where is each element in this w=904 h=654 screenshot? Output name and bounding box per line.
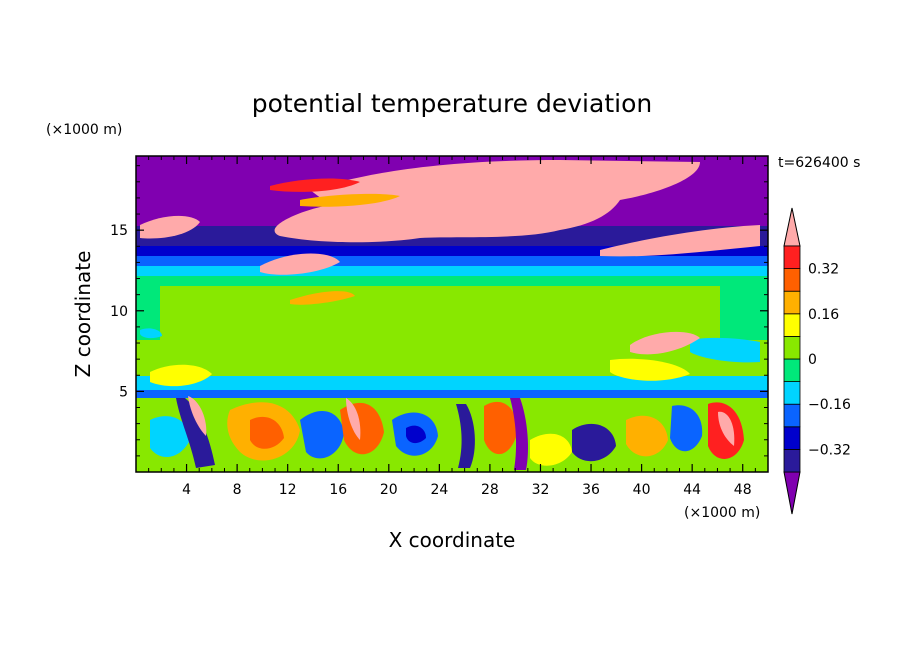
x-tick-label: 44 — [683, 482, 701, 498]
band-lime-upper — [160, 286, 720, 346]
x-tick-label: 48 — [734, 482, 752, 498]
blue-cell-2 — [300, 410, 344, 459]
y-tick-label: 5 — [119, 384, 128, 400]
colorbar-label: 0 — [808, 352, 817, 368]
x-tick-label: 36 — [582, 482, 600, 498]
y-axis: 5 10 15 — [110, 165, 768, 457]
purple-streak-5 — [456, 404, 475, 468]
pink-cell-3 — [346, 398, 361, 440]
band-cyan — [136, 266, 768, 276]
blue-cell-left — [150, 416, 190, 458]
x-tick-label: 40 — [633, 482, 651, 498]
x-axis: 4 8 12 16 20 24 28 32 36 40 44 48 — [148, 156, 756, 498]
upper-orange-edge — [300, 193, 400, 207]
chart-title: potential temperature deviation — [252, 89, 652, 118]
darkblue-cell-8 — [572, 423, 616, 462]
band-cyan-low — [136, 376, 768, 392]
colorbar-swatch — [783, 290, 801, 315]
yellow-cell-7 — [530, 433, 572, 466]
x-tick-label: 16 — [329, 482, 347, 498]
colorbar-swatch — [783, 448, 801, 473]
x-unit-label: (×1000 m) — [684, 505, 760, 521]
band-blue-low — [136, 390, 768, 398]
colorbar-label: −0.16 — [808, 397, 851, 413]
upper-pink-right — [600, 225, 760, 257]
colorbar-swatch — [783, 403, 801, 428]
pink-patch-right — [630, 331, 700, 355]
x-axis-label: X coordinate — [389, 528, 516, 552]
yellow-patch-low-left — [150, 364, 212, 387]
purple-cell-left — [176, 398, 215, 468]
colorbar-swatch — [783, 335, 801, 360]
colorbar-min-triangle — [783, 471, 801, 515]
orange-patch-mid — [290, 291, 355, 305]
x-tick-label: 4 — [182, 482, 191, 498]
colorbar-swatch — [783, 426, 801, 450]
darkblue-cell-4 — [406, 425, 426, 444]
orange-cell-6 — [484, 401, 518, 455]
pink-cell-5km — [188, 396, 207, 436]
colorbar-label: 0.32 — [808, 262, 839, 278]
purple-streak-6 — [510, 398, 528, 470]
upper-pink-region — [274, 160, 700, 243]
x-tick-label: 20 — [380, 482, 398, 498]
x-tick-label: 28 — [481, 482, 499, 498]
colorbar-swatch — [783, 313, 801, 337]
x-tick-label: 32 — [532, 482, 550, 498]
y-unit-label: (×1000 m) — [46, 122, 122, 138]
colorbar-swatch — [783, 358, 801, 383]
pink-cell-11 — [718, 411, 735, 446]
colorbar-label: 0.16 — [808, 307, 839, 323]
upper-red-edge — [270, 178, 360, 192]
cyan-patch-mid — [140, 328, 162, 339]
colorbar-label: −0.32 — [808, 442, 851, 458]
y-tick-label: 15 — [110, 223, 128, 239]
y-tick-label: 10 — [110, 304, 128, 320]
colorbar-swatch — [783, 381, 801, 405]
blue-cell-10 — [670, 405, 703, 452]
x-tick-label: 24 — [430, 482, 448, 498]
upper-pink-left — [140, 215, 200, 239]
x-tick-label: 12 — [279, 482, 297, 498]
colorbar: 0.32 0.16 0 −0.16 −0.32 — [783, 207, 851, 515]
colorbar-swatch — [783, 268, 801, 292]
y-axis-label: Z coordinate — [71, 251, 95, 378]
contour-field — [136, 156, 768, 472]
orange-cell-9 — [626, 415, 668, 457]
cyan-patch-right — [690, 337, 760, 363]
time-label: t=626400 s — [778, 155, 860, 171]
yellow-patch-low-right — [610, 358, 690, 381]
x-tick-label: 8 — [233, 482, 242, 498]
red-cell-1 — [250, 416, 284, 449]
pink-band-mid — [260, 253, 340, 275]
colorbar-swatch — [783, 245, 801, 270]
colorbar-max-triangle — [783, 207, 801, 247]
